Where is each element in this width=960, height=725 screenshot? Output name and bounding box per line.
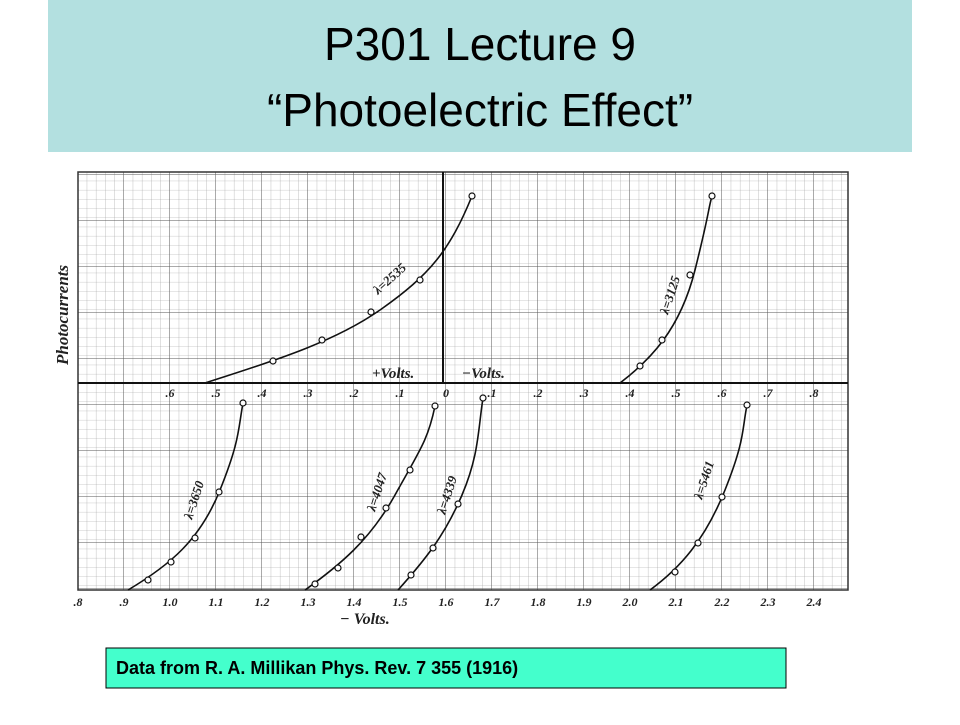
tick-label: .3	[304, 386, 313, 400]
tick-label: .3	[580, 386, 589, 400]
point	[468, 192, 476, 200]
point	[311, 580, 319, 588]
axis-label: +Volts.	[372, 366, 414, 382]
point	[658, 336, 666, 344]
tick-label: 1.3	[301, 595, 316, 609]
title-line: P301 Lecture 9	[324, 18, 636, 70]
point	[718, 493, 726, 501]
points	[144, 192, 751, 588]
tick-label: 0	[443, 386, 449, 400]
tick-label: 1.7	[485, 595, 501, 609]
tick-label: 2.1	[668, 595, 684, 609]
tick-label: .7	[764, 386, 774, 400]
tick-label: .4	[258, 386, 267, 400]
title-banner	[48, 0, 912, 152]
axis-label: −Volts.	[462, 366, 505, 382]
tick-label: .6	[166, 386, 175, 400]
y-axis-label: Photocurrents	[53, 264, 72, 366]
title-line: “Photoelectric Effect”	[267, 84, 693, 136]
point	[407, 571, 415, 579]
tick-label: 1.0	[163, 595, 178, 609]
point	[406, 466, 414, 474]
tick-label: .9	[120, 595, 129, 609]
tick-label: 1.8	[531, 595, 546, 609]
curve	[619, 195, 713, 384]
point	[318, 336, 326, 344]
tick-label: .4	[626, 386, 635, 400]
tick-label: .2	[534, 386, 543, 400]
tick-label: 2.3	[760, 595, 776, 609]
tick-label: .1	[488, 386, 497, 400]
point	[357, 533, 365, 541]
point	[671, 568, 679, 576]
grid-major	[78, 172, 848, 590]
point	[429, 544, 437, 552]
curve	[204, 195, 473, 384]
point	[191, 534, 199, 542]
point	[239, 399, 247, 407]
tick-label: 2.4	[806, 595, 822, 609]
tick-label: 1.4	[347, 595, 362, 609]
graph: Photocurrents +Volts. −Volts. − Volts. λ…	[53, 171, 849, 628]
graph-frame	[77, 171, 849, 591]
axis-label: − Volts.	[340, 611, 390, 628]
caption: Data from R. A. Millikan Phys. Rev. 7 35…	[116, 658, 518, 678]
point	[382, 504, 390, 512]
tick-label: 1.9	[577, 595, 592, 609]
tick-label: .6	[718, 386, 727, 400]
point	[686, 271, 694, 279]
tick-label: 1.5	[393, 595, 408, 609]
tick-label: .1	[396, 386, 405, 400]
tick-label: .8	[74, 595, 83, 609]
point	[167, 558, 175, 566]
point	[636, 362, 644, 370]
point	[479, 394, 487, 402]
tick-label: 1.2	[255, 595, 270, 609]
tick-label: 1.6	[439, 595, 454, 609]
point	[367, 308, 375, 316]
tick-label: .8	[810, 386, 819, 400]
tick-label: .5	[212, 386, 221, 400]
caption-box	[105, 647, 787, 689]
point	[269, 357, 277, 365]
tick-label: .5	[672, 386, 681, 400]
point	[743, 401, 751, 409]
point	[144, 576, 152, 584]
tick-label: .2	[350, 386, 359, 400]
curve	[304, 405, 436, 591]
point	[215, 488, 223, 496]
point	[694, 539, 702, 547]
point	[334, 564, 342, 572]
tick-label: 2.0	[622, 595, 638, 609]
tick-label: 1.1	[209, 595, 224, 609]
point	[708, 192, 716, 200]
point	[416, 276, 424, 284]
point	[431, 402, 439, 410]
tick-label: 2.2	[714, 595, 730, 609]
point	[454, 500, 462, 508]
curve	[397, 397, 484, 591]
